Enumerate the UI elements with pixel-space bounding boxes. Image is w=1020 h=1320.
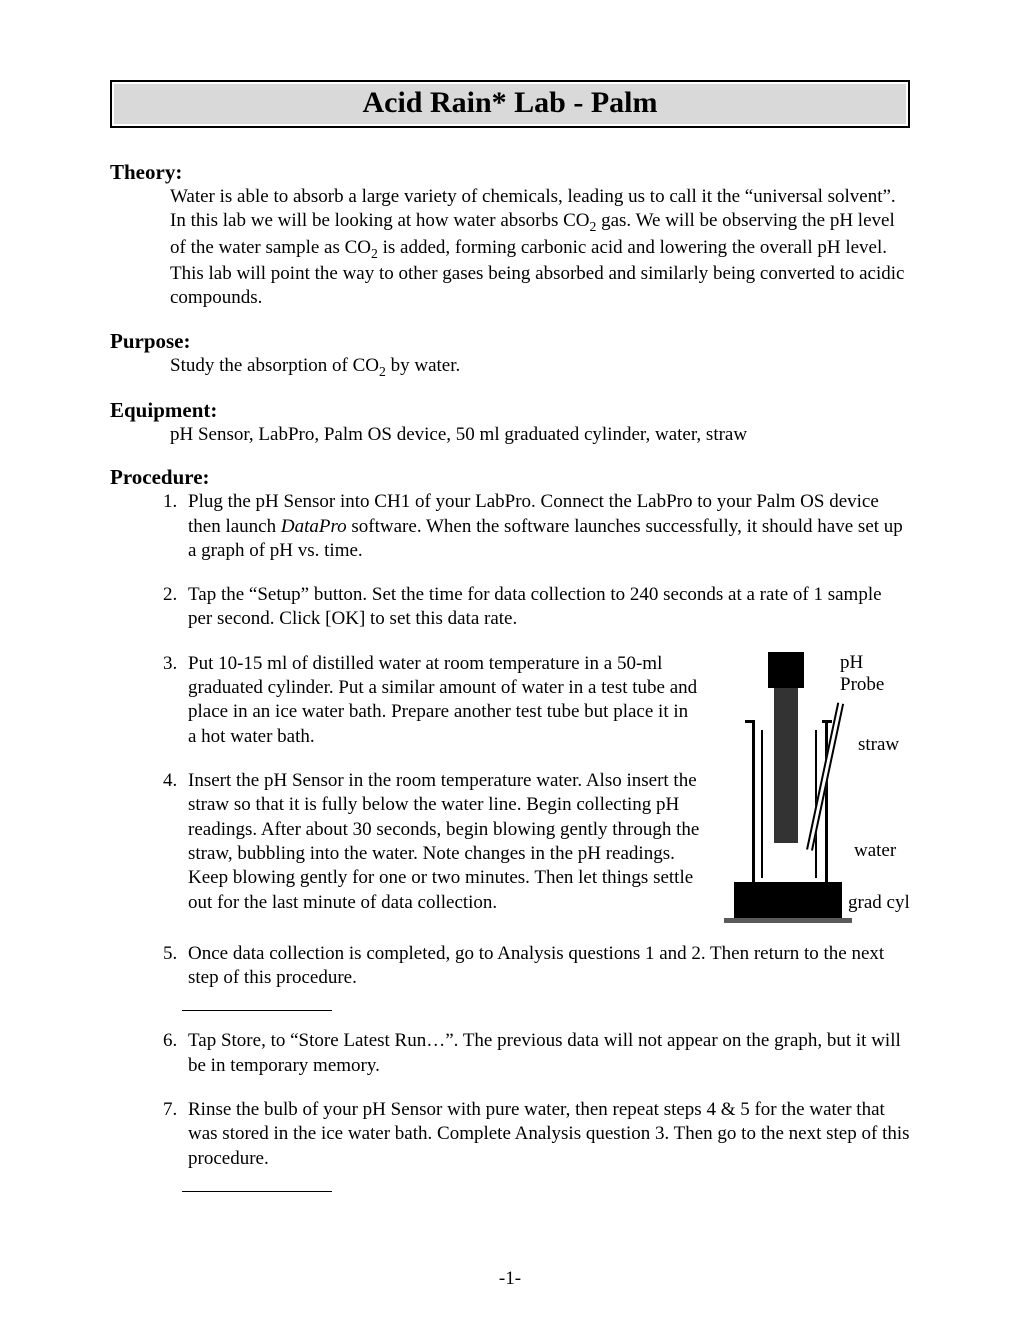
- figure-label-straw: straw: [858, 734, 899, 756]
- procedure-step-3: Put 10-15 ml of distilled water at room …: [182, 652, 710, 749]
- divider: [182, 1010, 332, 1011]
- procedure-step-4: Insert the pH Sensor in the room tempera…: [182, 769, 710, 915]
- purpose-heading: Purpose:: [110, 329, 910, 354]
- title-frame: Acid Rain* Lab - Palm: [110, 80, 910, 128]
- theory-body: Water is able to absorb a large variety …: [170, 185, 910, 311]
- purpose-body: Study the absorption of CO2 by water.: [170, 354, 910, 380]
- theory-heading: Theory:: [110, 160, 910, 185]
- procedure-step-2: Tap the “Setup” button. Set the time for…: [182, 583, 910, 632]
- equipment-body: pH Sensor, LabPro, Palm OS device, 50 ml…: [170, 423, 910, 447]
- equipment-heading: Equipment:: [110, 398, 910, 423]
- procedure-step-5: Once data collection is completed, go to…: [182, 942, 910, 991]
- figure-label-cylinder: grad cyl: [848, 892, 910, 914]
- procedure-step-6: Tap Store, to “Store Latest Run…”. The p…: [182, 1029, 910, 1078]
- page-number: -1-: [0, 1268, 1020, 1290]
- procedure-heading: Procedure:: [110, 465, 910, 490]
- figure-cylinder-lip: [822, 720, 832, 723]
- figure-probe-top: [768, 652, 804, 688]
- page: Acid Rain* Lab - Palm Theory: Water is a…: [0, 0, 1020, 1320]
- figure-cylinder-lip: [745, 720, 755, 723]
- procedure-step-7: Rinse the bulb of your pH Sensor with pu…: [182, 1098, 910, 1171]
- procedure-list: Plug the pH Sensor into CH1 of your LabP…: [142, 490, 910, 1192]
- divider: [182, 1191, 332, 1192]
- figure-label-water: water: [854, 840, 896, 862]
- figure-probe-body: [774, 688, 798, 843]
- figure-base-plate: [724, 918, 852, 923]
- figure-label-probe: pHProbe: [840, 652, 884, 696]
- apparatus-figure: pHProbe straw water grad cyl: [720, 652, 910, 942]
- procedure-step-1: Plug the pH Sensor into CH1 of your LabP…: [182, 490, 910, 563]
- figure-base: [734, 882, 842, 918]
- document-title: Acid Rain* Lab - Palm: [114, 84, 906, 124]
